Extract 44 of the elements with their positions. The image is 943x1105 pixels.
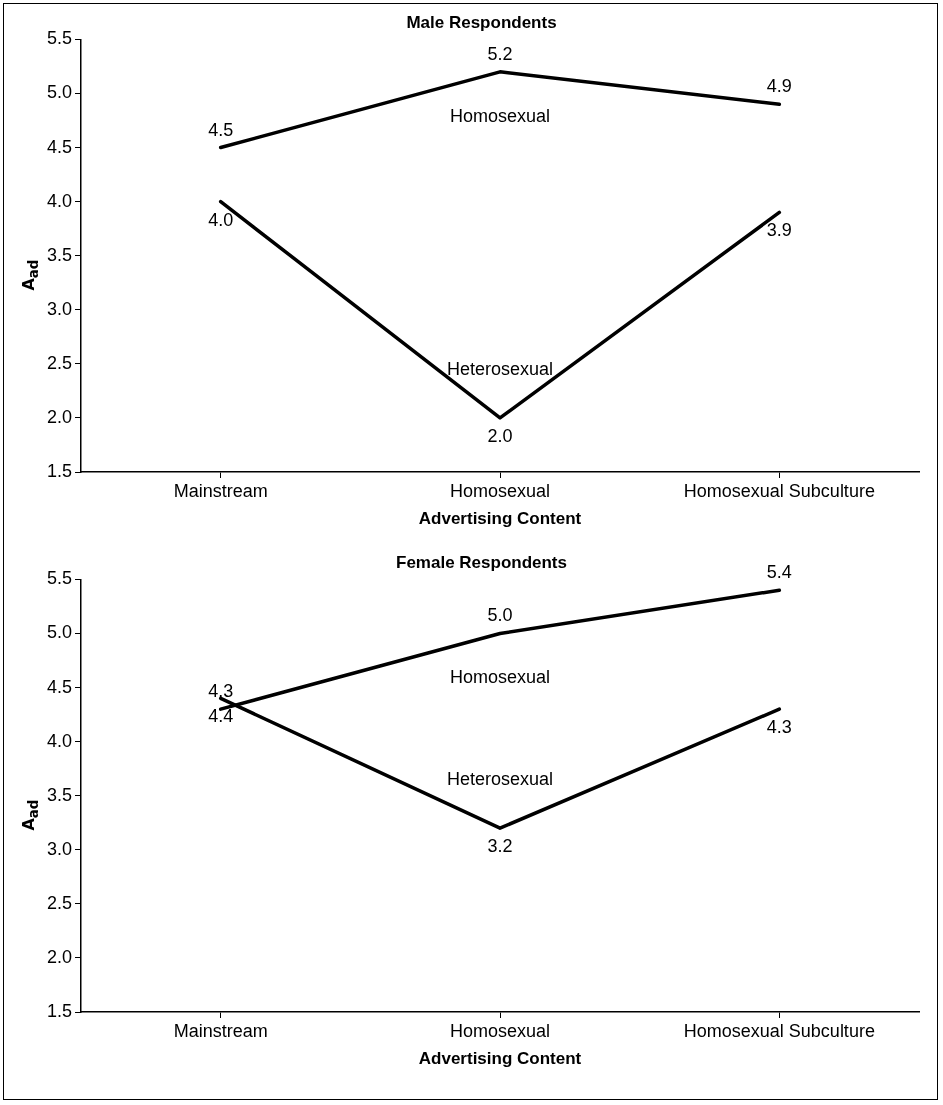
data-label: 2.0 [487, 425, 513, 446]
chart-title: Male Respondents [406, 12, 557, 32]
series-label: Heterosexual [446, 358, 554, 379]
y-tick-label: 3.0 [46, 838, 73, 859]
y-tick-label: 4.5 [46, 136, 73, 157]
x-tick-label: Mainstream [173, 1020, 268, 1041]
data-label: 3.9 [766, 220, 792, 241]
y-tick-label: 4.5 [46, 676, 73, 697]
x-tick-label: Homosexual [449, 480, 551, 501]
y-tick-label: 3.5 [46, 784, 73, 805]
y-tick-label: 3.0 [46, 298, 73, 319]
y-tick-label: 3.5 [46, 244, 73, 265]
series-label: Homosexual [449, 105, 551, 126]
y-tick-label: 2.5 [46, 352, 73, 373]
series-label: Heterosexual [446, 769, 554, 790]
series-label: Homosexual [449, 667, 551, 688]
y-tick-label: 2.5 [46, 892, 73, 913]
y-tick-label: 5.0 [46, 82, 73, 103]
x-tick-label: Homosexual [449, 1020, 551, 1041]
x-axis-title: Advertising Content [418, 1049, 582, 1069]
y-tick-label: 2.0 [46, 406, 73, 427]
x-tick-label: Homosexual Subculture [683, 480, 875, 501]
y-tick-label: 1.5 [46, 460, 73, 481]
data-label: 5.0 [487, 605, 513, 626]
y-tick-label: 5.0 [46, 622, 73, 643]
x-tick-label: Mainstream [173, 480, 268, 501]
data-label: 5.2 [487, 43, 513, 64]
y-tick-label: 4.0 [46, 730, 73, 751]
data-label: 4.0 [208, 209, 234, 230]
chart-title: Female Respondents [396, 552, 567, 572]
y-tick-label: 1.5 [46, 1000, 73, 1021]
data-label: 4.5 [208, 119, 234, 140]
data-label: 5.4 [766, 562, 792, 583]
y-tick-label: 4.0 [46, 190, 73, 211]
data-label: 3.2 [487, 836, 513, 857]
data-label: 4.3 [766, 717, 792, 738]
x-axis-title: Advertising Content [418, 509, 582, 529]
data-label: 4.9 [766, 76, 792, 97]
x-tick-label: Homosexual Subculture [683, 1020, 875, 1041]
y-tick-label: 5.5 [46, 28, 73, 49]
y-tick-label: 5.5 [46, 568, 73, 589]
y-tick-label: 2.0 [46, 946, 73, 967]
data-label: 4.3 [208, 681, 234, 702]
data-label: 4.4 [208, 706, 234, 727]
